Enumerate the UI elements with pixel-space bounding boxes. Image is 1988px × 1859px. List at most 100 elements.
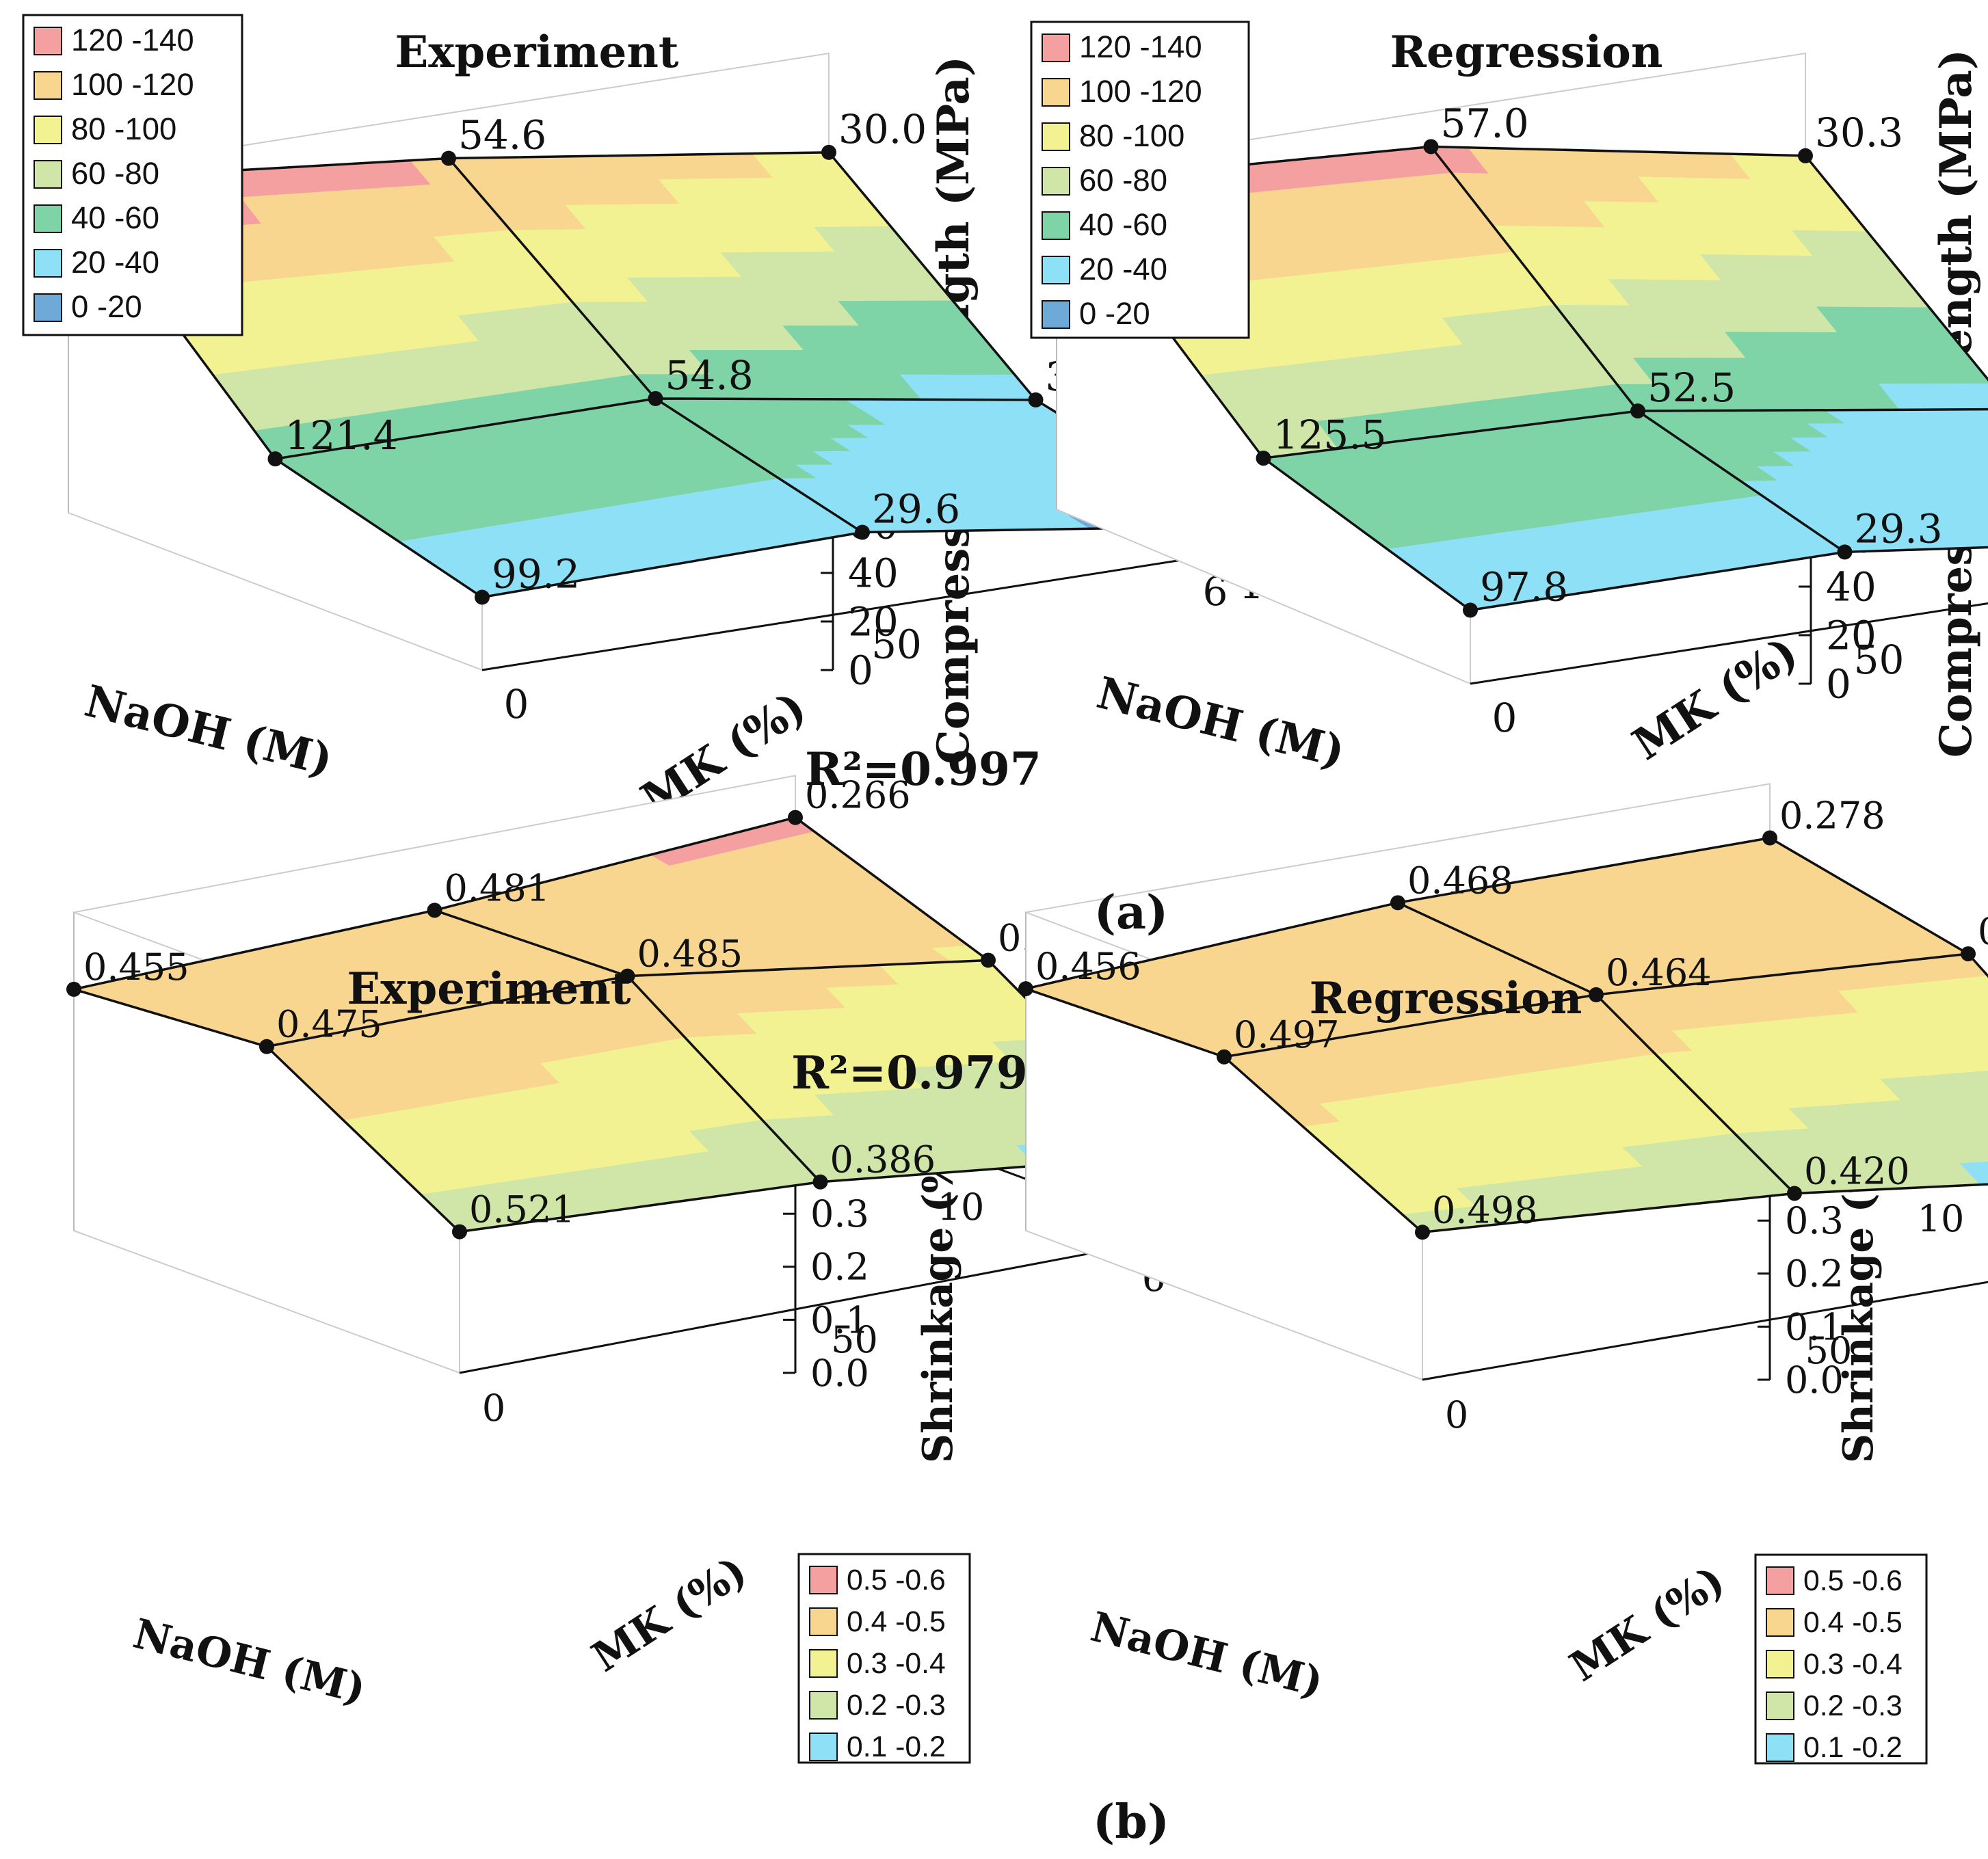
surface-patch (1954, 1070, 1988, 1096)
data-label: 97.8 (1480, 563, 1568, 610)
data-point (441, 150, 456, 166)
legend-swatch (34, 27, 62, 55)
z-tick-label: 0.0 (1785, 1359, 1844, 1402)
data-point (452, 1224, 467, 1240)
surface-patch (1952, 518, 1988, 534)
data-point (1589, 987, 1604, 1002)
data-point (821, 144, 836, 160)
legend-swatch (1042, 122, 1070, 151)
data-label: 99.2 (492, 551, 580, 598)
surface-patch (1960, 449, 1988, 464)
z-tick-label: 40 (1826, 563, 1877, 610)
surface-patch (1935, 533, 1988, 549)
panel-a-label: (a) (1094, 885, 1168, 940)
legend-label: 80 -100 (71, 111, 176, 146)
surface (67, 151, 1245, 599)
legend-swatch (1766, 1608, 1794, 1637)
legend-swatch (34, 71, 62, 100)
legend-swatch (809, 1649, 838, 1678)
data-point (620, 968, 635, 984)
data-label: 30.0 (838, 106, 927, 152)
z-tick-label: 0.2 (1785, 1253, 1844, 1296)
data-label: 0.420 (1804, 1150, 1910, 1193)
legend-label: 0.1 -0.2 (847, 1730, 946, 1763)
z-tick-label: 0 (848, 647, 873, 693)
legend-swatch (34, 204, 62, 233)
data-point (981, 952, 996, 968)
surface-patch (1957, 422, 1988, 437)
data-label: 0.266 (805, 774, 911, 817)
data-point (66, 981, 81, 997)
surface-patch (1974, 1093, 1988, 1110)
data-point (475, 589, 490, 605)
data-label: 121.4 (285, 412, 399, 459)
legend-label: 100 -120 (1079, 74, 1202, 109)
legend-swatch (809, 1733, 838, 1761)
data-point (1217, 1049, 1232, 1065)
z-tick-label: 0 (1826, 660, 1851, 707)
surface-patch (1970, 1000, 1988, 1022)
legend-label: 0.4 -0.5 (1803, 1606, 1903, 1639)
legend-label: 120 -140 (71, 23, 194, 57)
mk-tick-label: 0 (504, 681, 529, 727)
chart-a-experiment: 020406080100120140Compressive Strength (… (22, 14, 1315, 825)
data-point (267, 451, 283, 467)
surface-patch (1931, 505, 1988, 520)
r2-label-b: R²=0.979 (791, 1046, 1028, 1099)
legend-label: 0 -20 (1079, 296, 1150, 331)
naoh-tick-label: 10 (938, 1186, 985, 1229)
data-point (1423, 139, 1439, 155)
data-label: 0.456 (1035, 945, 1141, 988)
legend-swatch (34, 160, 62, 189)
surface-patch (1939, 1140, 1988, 1164)
legend-label: 0.2 -0.3 (1803, 1689, 1903, 1722)
z-tick-label: 0.3 (810, 1192, 869, 1235)
surface-patch (1981, 462, 1988, 468)
mk-tick-label: 50 (831, 1318, 878, 1361)
data-point (1961, 946, 1976, 962)
chart-title: Regression (1310, 973, 1582, 1024)
legend: 120 -140 100 -120 80 -100 60 -80 40 -60 20 -4… (1030, 21, 1250, 339)
legend-swatch (809, 1691, 838, 1720)
data-label: 52.5 (1647, 364, 1736, 411)
data-label: 0.464 (1606, 951, 1712, 994)
data-label: 57.0 (1441, 100, 1529, 146)
legend-label: 40 -60 (71, 200, 159, 235)
data-label: 0.481 (445, 866, 551, 909)
legend-label: 0.5 -0.6 (847, 1564, 946, 1596)
data-point (788, 810, 803, 825)
data-label: 0.278 (1779, 794, 1885, 838)
data-label: 0.475 (276, 1003, 382, 1046)
legend-swatch (1042, 34, 1070, 62)
data-point (259, 1039, 274, 1054)
surface-patch (1950, 975, 1988, 1002)
legend-label: 80 -100 (1079, 118, 1184, 153)
surface-patch (1933, 358, 1988, 385)
z-tick-label: 20 (1826, 612, 1877, 658)
legend-swatch (34, 249, 62, 278)
surface-patch (1977, 436, 1988, 443)
legend-swatch (1042, 78, 1070, 107)
legend-swatch (34, 116, 62, 144)
data-label: 54.6 (458, 112, 546, 159)
chart-title: Experiment (395, 27, 679, 78)
surface-patch (1937, 1095, 1988, 1120)
z-tick-label: 40 (848, 550, 899, 596)
legend-label: 0.4 -0.5 (847, 1605, 946, 1638)
z-axis-title: Shrinkage (%) (914, 1135, 962, 1463)
data-point (855, 524, 870, 540)
data-label: 0.386 (830, 1138, 936, 1181)
data-point (1787, 1186, 1802, 1201)
legend-label: 20 -40 (1079, 252, 1167, 286)
z-tick-label: 0.1 (810, 1298, 869, 1341)
chart-title: Experiment (347, 963, 631, 1015)
legend-label: 20 -40 (71, 245, 159, 280)
legend-swatch (1042, 256, 1070, 284)
surface-patch (1964, 476, 1988, 492)
surface-patch (1968, 504, 1988, 518)
surface-patch (1957, 1116, 1988, 1141)
legend-swatch (1042, 167, 1070, 196)
z-tick-label: 0.3 (1785, 1199, 1844, 1242)
legend-label: 60 -80 (71, 156, 159, 191)
